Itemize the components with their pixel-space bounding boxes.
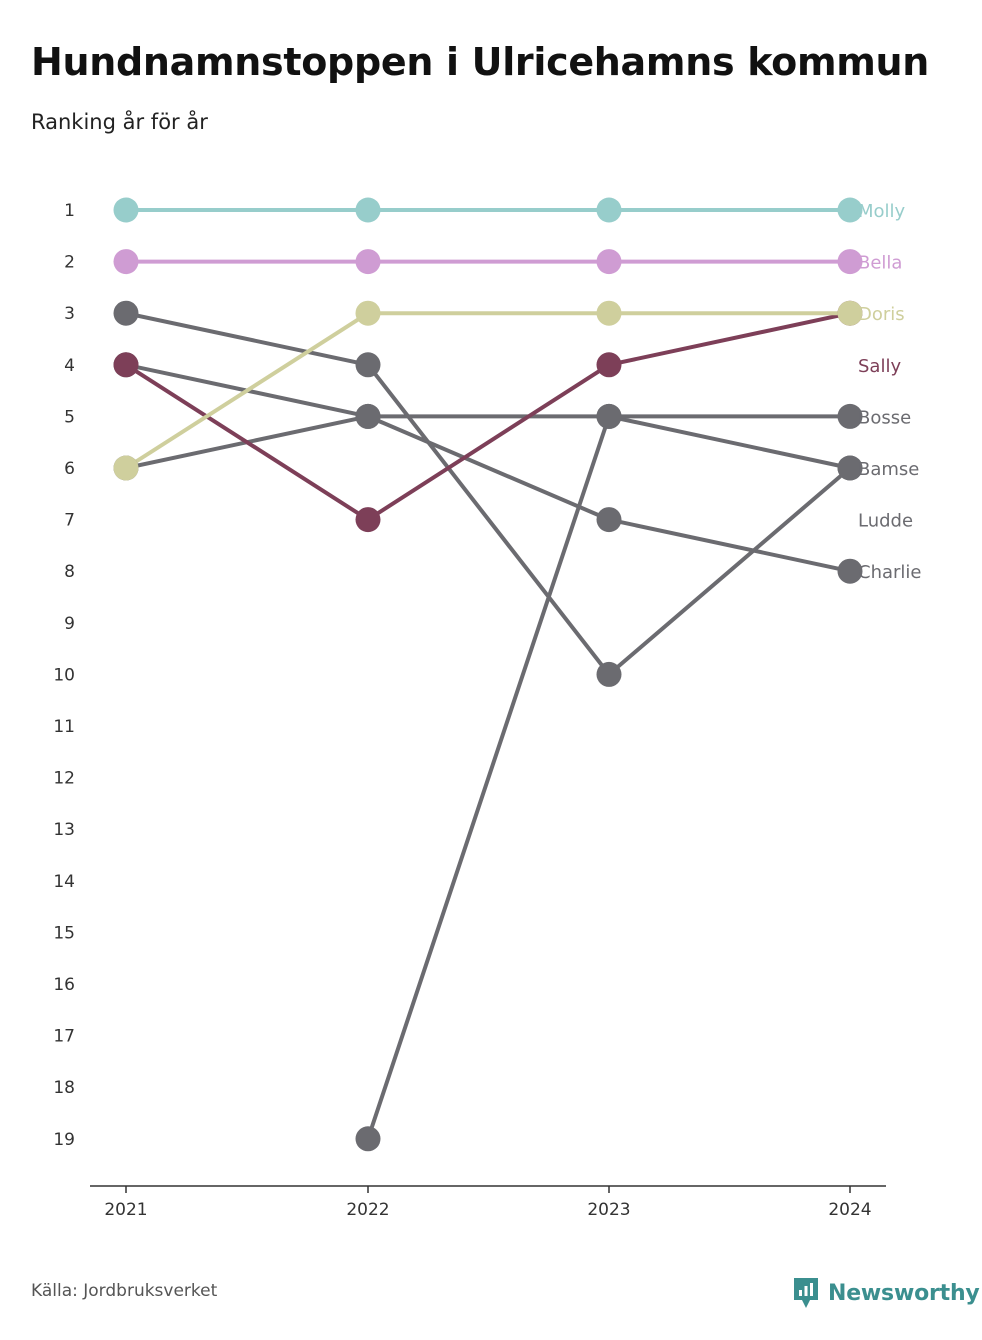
series-point-doris[interactable] (596, 300, 622, 326)
y-tick-label: 5 (64, 407, 75, 427)
y-tick-label: 15 (53, 923, 75, 943)
y-tick-label: 8 (64, 562, 75, 582)
series-label-doris: Doris (858, 304, 905, 325)
series-points (113, 197, 863, 1152)
y-tick-label: 14 (53, 872, 75, 892)
series-label-bosse: Bosse (858, 407, 911, 428)
series-point-sally[interactable] (596, 352, 622, 378)
series-line-sally (124, 311, 852, 522)
source-note: Källa: Jordbruksverket (31, 1281, 218, 1301)
x-tick-label: 2024 (828, 1200, 871, 1220)
series-lines (124, 208, 852, 1141)
brand-name: Newsworthy (828, 1280, 980, 1306)
series-line-doris (124, 311, 852, 470)
series-point-molly[interactable] (355, 197, 381, 223)
y-tick-label: 6 (64, 459, 75, 479)
series-label-charlie: Charlie (858, 562, 921, 583)
y-tick-label: 19 (53, 1130, 75, 1150)
series-point-bella[interactable] (596, 249, 622, 275)
series-point-bosse[interactable] (837, 403, 863, 429)
series-point-doris[interactable] (355, 300, 381, 326)
series-point-bamse[interactable] (596, 661, 622, 687)
chart-subtitle: Ranking år för år (31, 110, 208, 134)
series-point-bosse[interactable] (355, 403, 381, 429)
chart-title: Hundnamnstoppen i Ulricehamns kommun (31, 40, 930, 84)
x-tick-label: 2023 (587, 1200, 630, 1220)
y-tick-label: 10 (53, 665, 75, 685)
y-tick-label: 17 (53, 1027, 75, 1047)
y-tick-label: 3 (64, 304, 75, 324)
series-point-sally[interactable] (113, 352, 139, 378)
series-point-doris[interactable] (113, 455, 139, 481)
y-tick-label: 13 (53, 820, 75, 840)
series-point-sally[interactable] (355, 507, 381, 533)
x-tick-label: 2021 (104, 1200, 147, 1220)
series-point-molly[interactable] (596, 197, 622, 223)
series-label-bamse: Bamse (858, 459, 919, 480)
series-point-bella[interactable] (837, 249, 863, 275)
x-axis: 2021 2022 2023 2024 (90, 1185, 886, 1220)
y-tick-label: 11 (53, 717, 75, 737)
series-point-charlie[interactable] (837, 558, 863, 584)
series-point-bamse[interactable] (355, 352, 381, 378)
brand-logo[interactable]: Newsworthy (792, 1276, 980, 1310)
series-point-molly[interactable] (837, 197, 863, 223)
series-line-bamse (124, 311, 852, 677)
series-label-bella: Bella (858, 253, 902, 274)
y-tick-label: 16 (53, 975, 75, 995)
y-tick-label: 1 (64, 201, 75, 221)
y-tick-label: 18 (53, 1078, 75, 1098)
series-point-doris[interactable] (837, 300, 863, 326)
series-point-bella[interactable] (355, 249, 381, 275)
y-tick-label: 9 (64, 614, 75, 634)
end-labels: Molly Bella Doris Sally Bosse Bamse Ludde Charl… (858, 201, 921, 583)
series-label-sally: Sally (858, 356, 901, 377)
series-point-bamse[interactable] (113, 300, 139, 326)
y-tick-label: 4 (64, 356, 75, 376)
bar-chart-icon (794, 1278, 818, 1308)
series-point-bosse[interactable] (596, 403, 622, 429)
series-label-molly: Molly (858, 201, 906, 222)
y-tick-label: 7 (64, 511, 75, 531)
x-tick-label: 2022 (346, 1200, 389, 1220)
series-point-ludde[interactable] (355, 1126, 381, 1152)
series-point-bella[interactable] (113, 249, 139, 275)
series-label-ludde: Ludde (858, 511, 913, 532)
series-point-bamse[interactable] (837, 455, 863, 481)
y-tick-label: 2 (64, 253, 75, 273)
y-tick-label: 12 (53, 769, 75, 789)
series-point-charlie[interactable] (596, 507, 622, 533)
series-point-molly[interactable] (113, 197, 139, 223)
series-line-charlie (124, 362, 852, 574)
